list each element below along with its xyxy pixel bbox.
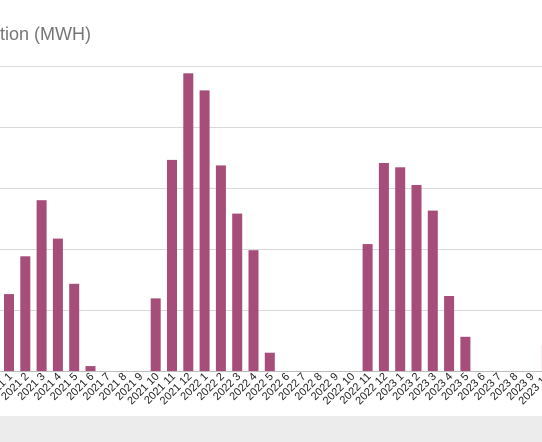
bar bbox=[444, 296, 455, 371]
bar bbox=[167, 159, 177, 371]
bar bbox=[248, 250, 259, 371]
bar bbox=[183, 73, 194, 372]
bar bbox=[232, 213, 243, 371]
bar bbox=[215, 165, 226, 371]
bar bbox=[264, 352, 275, 371]
bar bbox=[427, 210, 438, 371]
bar bbox=[395, 167, 406, 371]
bar bbox=[150, 298, 161, 371]
bar bbox=[69, 283, 80, 371]
bar bbox=[20, 256, 31, 371]
bar bbox=[85, 366, 96, 371]
bar bbox=[36, 200, 47, 371]
bar bbox=[411, 185, 422, 371]
bar bbox=[460, 336, 471, 371]
bar bbox=[4, 294, 14, 371]
bar bbox=[362, 244, 373, 371]
axis-label-strip bbox=[0, 416, 542, 442]
bar bbox=[199, 90, 210, 372]
bar bbox=[378, 163, 389, 371]
chart-title: tion (MWH) bbox=[0, 24, 91, 44]
bar bbox=[52, 238, 63, 371]
